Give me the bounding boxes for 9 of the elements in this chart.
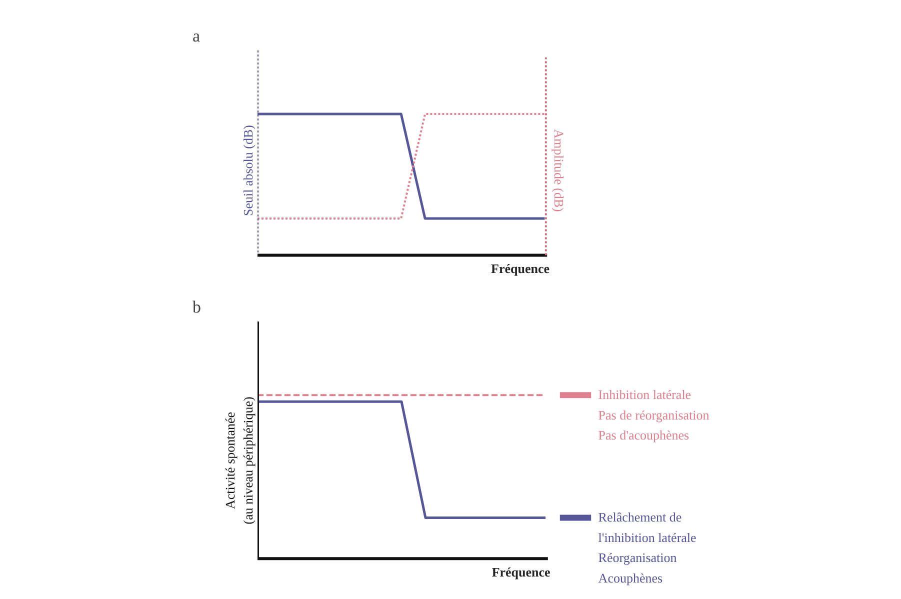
y-axis-title: Seuil absolu (dB) <box>240 124 256 216</box>
chart-title: a <box>192 26 200 46</box>
text: Relâchement de l'inhibition latérale Réorganisation Acouphènes <box>598 510 697 586</box>
x-axis-title: Fréquence <box>492 564 551 580</box>
y-axis-title: Activité spontanée (au niveau périphérique) <box>222 396 256 524</box>
chart-title: b <box>192 298 201 316</box>
text: Inhibition latérale Pas de réorganisation Pas d'acouphènes <box>598 387 710 443</box>
x-axis-title: Fréquence <box>491 261 550 276</box>
y2-axis-title: Amplitude (dB) <box>552 129 566 212</box>
